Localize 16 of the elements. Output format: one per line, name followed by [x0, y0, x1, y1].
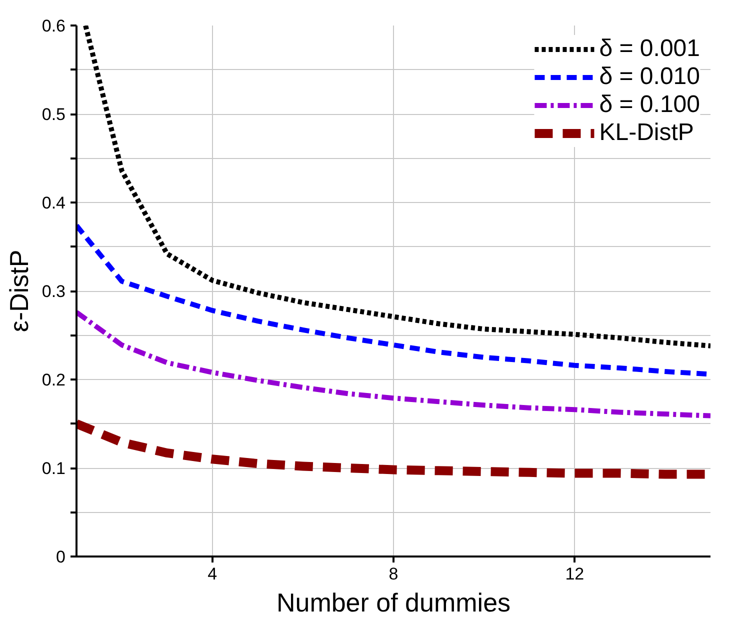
y-tick-label: 0.1 [42, 459, 66, 478]
x-tick-label: 12 [565, 564, 584, 584]
x-tick-label: 8 [388, 564, 398, 584]
x-tick-label: 4 [208, 564, 218, 584]
y-axis-title: ε-DistP [4, 250, 34, 332]
y-tick-label: 0.3 [42, 282, 66, 301]
legend-label: δ = 0.010 [599, 63, 700, 91]
y-tick-label: 0.6 [42, 16, 66, 36]
x-axis-title: Number of dummies [276, 588, 511, 618]
y-tick-label: 0 [56, 548, 66, 566]
legend-label: δ = 0.100 [599, 91, 700, 119]
legend-label: KL-DistP [599, 119, 694, 147]
y-tick-label: 0.2 [42, 370, 66, 390]
y-tick-label: 0.5 [42, 105, 66, 124]
y-tick-label: 0.4 [42, 194, 66, 212]
legend-label: δ = 0.001 [599, 35, 700, 63]
